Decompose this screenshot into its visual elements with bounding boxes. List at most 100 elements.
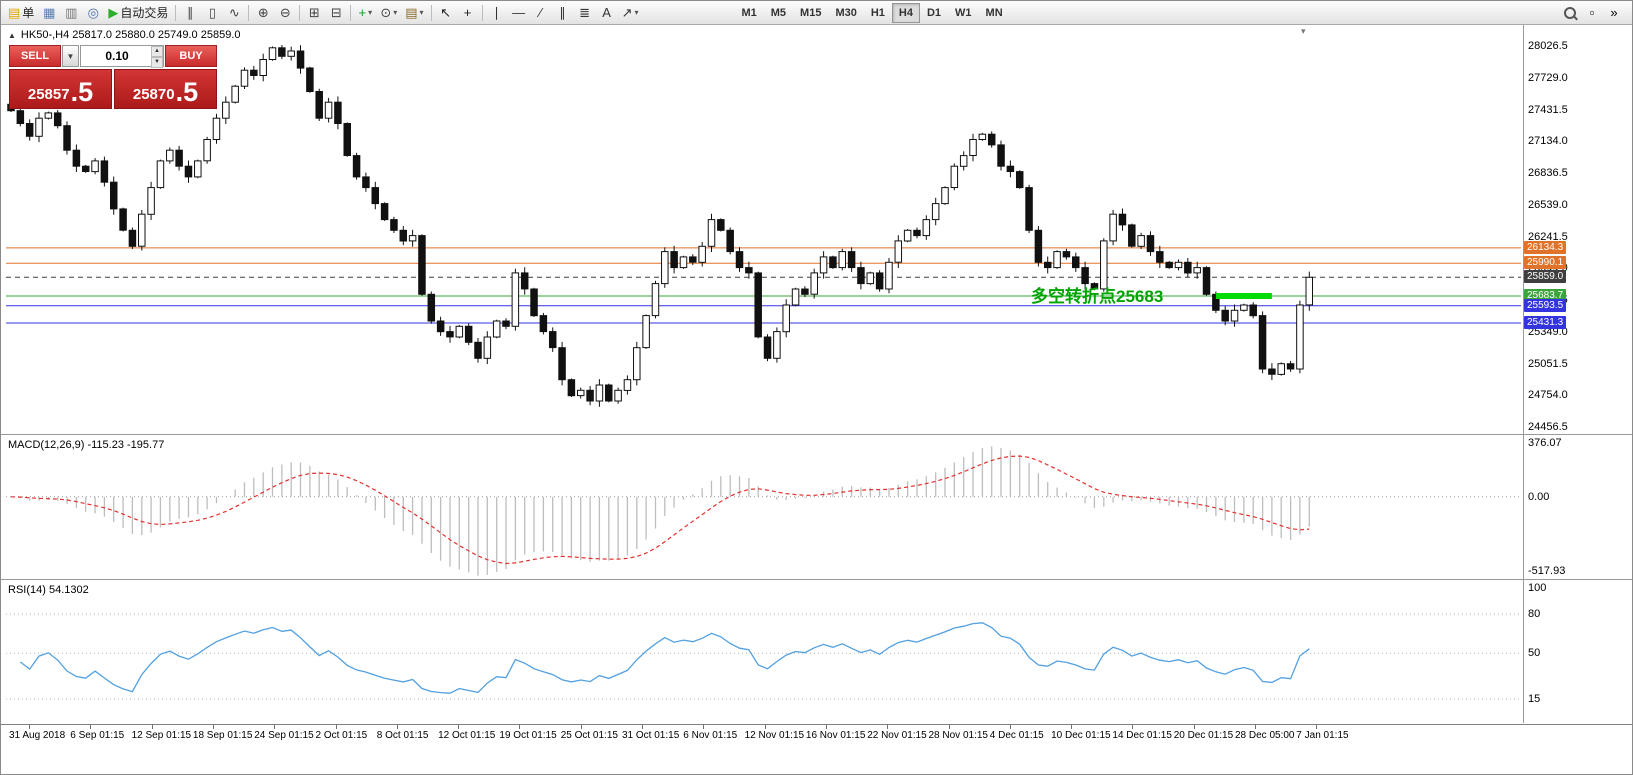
horizontal-line-button[interactable]: ― xyxy=(508,3,530,23)
cursor-icon: ↖ xyxy=(440,5,452,20)
terminal-button[interactable]: ◎ xyxy=(82,3,104,23)
cascade-windows-button[interactable]: ⊟ xyxy=(325,3,347,23)
price-axis-label: 26241.5 xyxy=(1528,230,1568,243)
chart-shift-icon[interactable]: ▾ xyxy=(1301,26,1306,36)
toolbar-separator xyxy=(430,4,432,21)
volume-input[interactable] xyxy=(81,46,163,66)
time-axis-label: 12 Oct 01:15 xyxy=(438,730,496,741)
time-axis-label: 12 Nov 01:15 xyxy=(744,730,805,741)
dropdown-caret-icon: ▾ xyxy=(393,8,398,17)
price-level-badge: 25431.3 xyxy=(1524,315,1567,329)
timeframe-m5-button[interactable]: M5 xyxy=(764,3,793,23)
templates-button[interactable]: ▤ ▾ xyxy=(401,3,427,23)
time-axis-label: 22 Nov 01:15 xyxy=(867,730,927,741)
arrows-button[interactable]: ↗ ▾ xyxy=(618,3,643,23)
timeframe-m15-button[interactable]: M15 xyxy=(793,3,828,23)
channel-button[interactable]: ∥ xyxy=(552,3,574,23)
pivot-annotation-text[interactable]: 多空转折点25683 xyxy=(1031,287,1164,306)
volume-down-button[interactable]: ▼ xyxy=(151,57,163,68)
tile-windows-button[interactable]: ⊞ xyxy=(303,3,325,23)
time-axis-tick xyxy=(703,725,705,729)
volume-up-button[interactable]: ▲ xyxy=(151,46,163,57)
candlestick-icon: ▯ xyxy=(208,5,216,20)
toolbar-separator xyxy=(299,4,301,21)
horizontal-line-icon: ― xyxy=(512,5,526,20)
time-axis-tick xyxy=(887,725,889,729)
charts-button[interactable]: ▦ xyxy=(38,3,60,23)
macd-scale-label: 376.07 xyxy=(1528,437,1562,449)
buy-price-button[interactable]: 25870 .5 xyxy=(114,69,217,109)
cursor-button[interactable]: ↖ xyxy=(435,3,457,23)
cascade-windows-icon: ⊟ xyxy=(330,5,342,20)
timeframe-m1-button[interactable]: M1 xyxy=(734,3,763,23)
time-axis-tick xyxy=(1193,725,1195,729)
fibonacci-button[interactable]: ≣ xyxy=(574,3,596,23)
dropdown-caret-icon: ▾ xyxy=(368,8,373,17)
toolbar-timeframes: M1 M5 M15 M30 H1 H4 D1 W1 MN xyxy=(734,2,1010,23)
macd-label: MACD(12,26,9) -115.23 -195.77 xyxy=(8,439,165,451)
text-icon: A xyxy=(602,5,611,20)
profiles-button[interactable]: ▥ xyxy=(60,3,82,23)
time-axis[interactable]: 31 Aug 2018 6 Sep 01:15 12 Sep 01:15 18 Sep… xyxy=(1,724,1632,747)
new-order-button[interactable]: ▤ 单 xyxy=(4,3,38,23)
zoom-out-button[interactable]: ⊖ xyxy=(274,3,296,23)
trendline-button[interactable]: ∕ xyxy=(530,3,552,23)
zoom-out-icon: ⊖ xyxy=(279,5,291,20)
candlestick-button[interactable]: ▯ xyxy=(201,3,223,23)
charts-icon: ▦ xyxy=(43,5,56,20)
time-axis-label: 10 Dec 01:15 xyxy=(1051,730,1111,741)
sell-price-button[interactable]: 25857 .5 xyxy=(9,69,112,109)
buy-button[interactable]: BUY xyxy=(165,45,217,67)
time-axis-tick xyxy=(764,725,766,729)
time-axis-tick xyxy=(1071,725,1073,729)
one-click-toggle-icon[interactable]: ▲ xyxy=(8,30,16,40)
more-tools-button[interactable]: » xyxy=(1603,3,1625,23)
one-click-top-row: SELL ▼ ▲ ▼ BUY xyxy=(9,45,217,68)
dropdown-caret-icon: ▾ xyxy=(419,8,424,17)
search-button[interactable] xyxy=(1559,3,1581,23)
order-type-dropdown[interactable]: ▼ xyxy=(62,45,79,67)
periods-button[interactable]: ⊙ ▾ xyxy=(376,3,401,23)
time-axis-tick xyxy=(458,725,460,729)
price-level-badge: 25593.5 xyxy=(1524,298,1567,312)
zoom-in-button[interactable]: ⊕ xyxy=(252,3,274,23)
sell-button[interactable]: SELL xyxy=(9,45,61,67)
window-button[interactable]: ▫ xyxy=(1581,3,1603,23)
price-level-badge: 25990.1 xyxy=(1524,256,1567,270)
time-axis-label: 6 Nov 01:15 xyxy=(683,730,738,741)
macd-panel-canvas[interactable] xyxy=(1,435,1633,579)
indicators-button[interactable]: + ▾ xyxy=(354,3,376,23)
crosshair-button[interactable]: + xyxy=(457,3,479,23)
vertical-line-button[interactable]: ∣ xyxy=(486,3,508,23)
time-axis-label: 18 Sep 01:15 xyxy=(192,730,253,741)
line-chart-icon: ∿ xyxy=(228,5,240,20)
price-axis-label: 26539.0 xyxy=(1528,198,1568,211)
time-axis-tick xyxy=(1316,725,1318,729)
time-axis-tick xyxy=(1009,725,1011,729)
timeframe-mn-button[interactable]: MN xyxy=(979,3,1010,23)
current-price-badge: 25859.0 xyxy=(1524,270,1567,284)
symbol-ohlc-text: HK50-,H4 25817.0 25880.0 25749.0 25859.0 xyxy=(20,29,241,41)
text-button[interactable]: A xyxy=(596,3,618,23)
timeframe-d1-button[interactable]: D1 xyxy=(920,3,948,23)
toolbar-left: ▤ 单 ▦ ▥ ◎ ▶ 自动交易 ∥ ▯ ∿ ⊕ ⊖ ⊞ ⊟ + ▾ ⊙ ▾ ▤ ▾ ↖ + ∣ ― ∕ ∥ ≣ A ↗ ▾ xyxy=(4,3,642,23)
price-level-badge: 26134.3 xyxy=(1524,240,1567,254)
new-order-label: 单 xyxy=(22,6,35,20)
rsi-panel-canvas[interactable] xyxy=(1,580,1633,723)
timeframe-m30-button[interactable]: M30 xyxy=(828,3,863,23)
timeframe-h1-button[interactable]: H1 xyxy=(864,3,892,23)
profiles-icon: ▥ xyxy=(65,5,78,20)
time-axis-label: 8 Oct 01:15 xyxy=(376,730,429,741)
timeframe-w1-button[interactable]: W1 xyxy=(948,3,979,23)
bar-chart-button[interactable]: ∥ xyxy=(179,3,201,23)
price-axis-label: 28026.5 xyxy=(1528,40,1568,52)
auto-trading-button[interactable]: ▶ 自动交易 xyxy=(104,3,172,23)
line-chart-button[interactable]: ∿ xyxy=(223,3,245,23)
price-axis-label: 27729.0 xyxy=(1528,71,1568,84)
volume-field: ▲ ▼ xyxy=(80,45,164,68)
main-chart-canvas[interactable] xyxy=(1,25,1633,434)
time-axis-tick xyxy=(335,725,337,729)
timeframe-h4-button[interactable]: H4 xyxy=(891,2,920,23)
time-axis-label: 2 Oct 01:15 xyxy=(315,730,368,741)
